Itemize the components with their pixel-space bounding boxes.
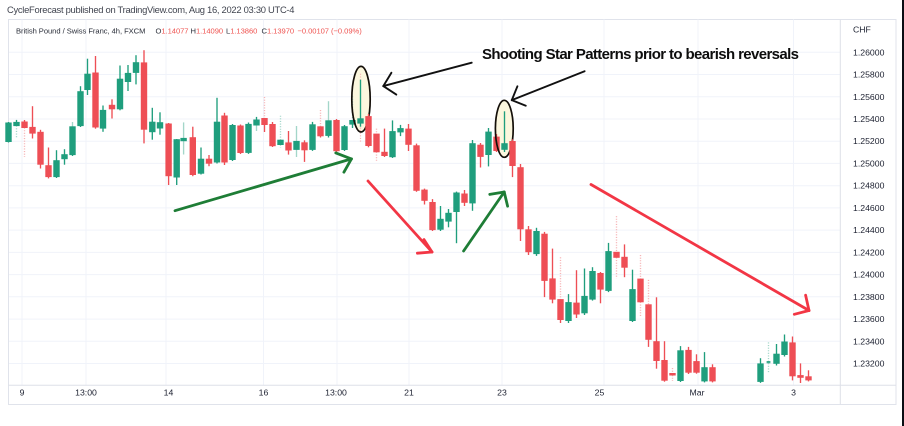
svg-text:1.26000: 1.26000 <box>853 47 885 57</box>
svg-text:1.23800: 1.23800 <box>853 292 885 302</box>
svg-text:25: 25 <box>595 388 605 398</box>
svg-text:1.24200: 1.24200 <box>853 247 885 257</box>
svg-text:1.23400: 1.23400 <box>853 336 885 346</box>
svg-text:1.23600: 1.23600 <box>853 314 885 324</box>
svg-text:9: 9 <box>20 388 25 398</box>
svg-text:British Pound / Swiss Franc, 4: British Pound / Swiss Franc, 4h, FXCM <box>16 27 145 36</box>
svg-text:23: 23 <box>497 388 507 398</box>
svg-text:21: 21 <box>404 388 414 398</box>
svg-text:1.24400: 1.24400 <box>853 225 885 235</box>
svg-text:1.25200: 1.25200 <box>853 136 885 146</box>
svg-text:Shooting Star Patterns prior t: Shooting Star Patterns prior to bearish … <box>482 46 799 63</box>
svg-text:1.24800: 1.24800 <box>853 181 885 191</box>
svg-text:1.25000: 1.25000 <box>853 158 885 168</box>
svg-text:13:00: 13:00 <box>75 388 97 398</box>
svg-text:1.24000: 1.24000 <box>853 270 885 280</box>
svg-text:16: 16 <box>259 388 269 398</box>
svg-text:CycleForecast published on Tra: CycleForecast published on TradingView.c… <box>7 4 294 15</box>
svg-text:1.23200: 1.23200 <box>853 359 885 369</box>
svg-text:13:00: 13:00 <box>325 388 347 398</box>
svg-text:1.25400: 1.25400 <box>853 114 885 124</box>
svg-text:1.25800: 1.25800 <box>853 70 885 80</box>
svg-text:14: 14 <box>164 388 174 398</box>
svg-text:1.25600: 1.25600 <box>853 92 885 102</box>
svg-text:CHF: CHF <box>853 25 871 35</box>
svg-text:1.24600: 1.24600 <box>853 203 885 213</box>
svg-text:3: 3 <box>791 388 796 398</box>
svg-text:Mar: Mar <box>690 388 705 398</box>
